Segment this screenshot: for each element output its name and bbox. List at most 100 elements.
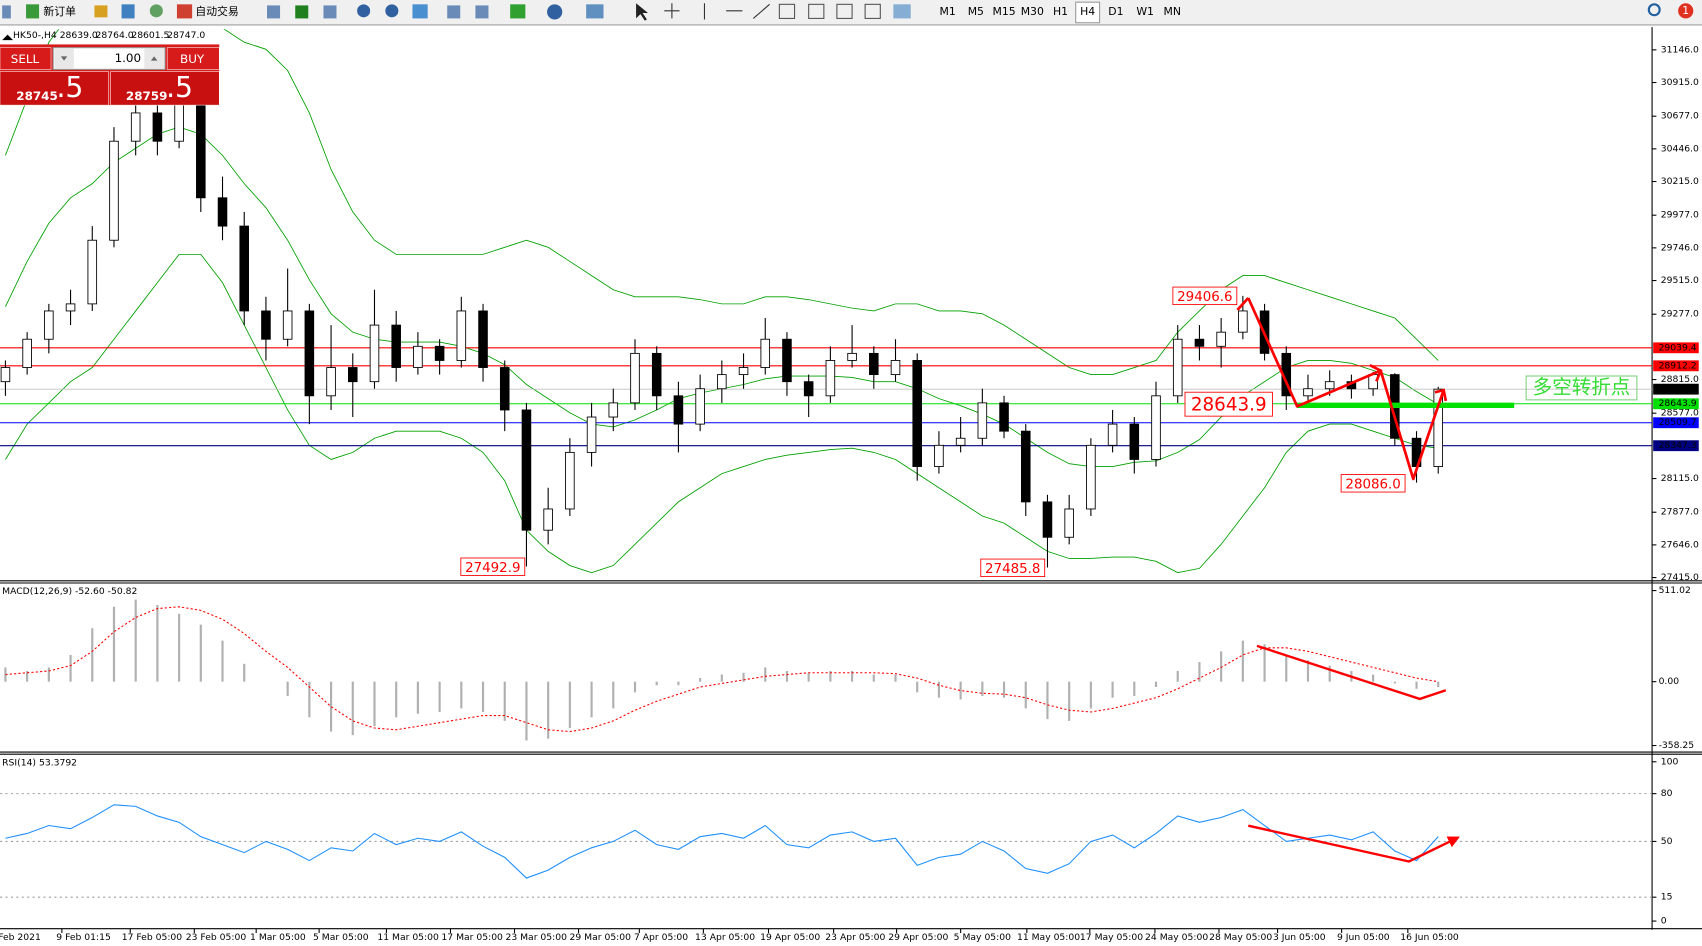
x-tick-label: 11 May 05:00	[1017, 932, 1080, 943]
new-order-button[interactable]: 新订单	[43, 4, 76, 18]
buy-price-box[interactable]	[110, 71, 220, 106]
x-tick-label: 9 Feb 01:15	[56, 932, 111, 943]
sell-price-box[interactable]	[0, 71, 109, 106]
x-tick-label: Feb 2021	[0, 932, 41, 943]
y-tick-label: 28577.0	[1661, 408, 1699, 419]
candle-body	[1194, 338, 1205, 347]
timeframe-button[interactable]: W1	[1136, 5, 1154, 18]
x-tick-label: 5 May 05:00	[954, 932, 1011, 943]
candle-body	[0, 367, 11, 383]
candle-body	[130, 112, 141, 142]
timeframe-button[interactable]: M15	[992, 5, 1015, 18]
candle-body	[1368, 374, 1378, 390]
main-chart	[0, 29, 1653, 574]
candle-body	[413, 345, 423, 368]
icon[interactable]	[94, 5, 108, 18]
collapse-arrow[interactable]	[2, 34, 14, 41]
price-annotation-box	[1172, 286, 1238, 306]
buy-button[interactable]	[166, 47, 220, 70]
sell-button[interactable]	[0, 47, 52, 70]
price-annotation-box	[980, 558, 1046, 578]
notification-badge[interactable]	[1678, 3, 1694, 19]
symbol: HK50-,H4	[13, 30, 57, 41]
candle-body	[239, 225, 250, 312]
candle-body	[499, 367, 510, 411]
price-annotation-box	[1340, 474, 1406, 493]
candle-body	[1172, 338, 1183, 397]
icon[interactable]	[149, 4, 163, 18]
y-tick-label: 29746.0	[1661, 242, 1699, 253]
candle-body	[673, 395, 684, 425]
drawn-annotations	[1236, 297, 1638, 863]
timeframe-button[interactable]: H1	[1053, 5, 1068, 18]
candle-body	[803, 381, 814, 397]
auto-trading-button[interactable]: 自动交易	[195, 4, 238, 18]
toolbar-icons	[2, 3, 1694, 21]
candle-body	[261, 310, 271, 340]
y-tick-label: 27877.0	[1661, 507, 1699, 518]
auto-trading-icon[interactable]	[176, 4, 193, 19]
volume-field[interactable]	[52, 47, 166, 70]
chart-area	[0, 27, 1702, 930]
y-tick-label: 29977.0	[1661, 210, 1699, 221]
y-tick-label: 511.02	[1659, 585, 1691, 596]
candle-body	[782, 338, 792, 383]
x-tick-label: 11 Mar 05:00	[377, 932, 439, 943]
y-tick-label: 28815.0	[1661, 374, 1699, 385]
candle-body	[456, 310, 467, 361]
candle-body	[87, 239, 98, 305]
candle-body	[695, 388, 705, 425]
volume-value: 1.00	[115, 51, 142, 65]
timeframe-button[interactable]: M30	[1021, 5, 1044, 18]
level-label-bg	[1653, 440, 1699, 452]
candle-body	[717, 374, 727, 390]
candle-body	[825, 360, 836, 397]
candle-body	[977, 402, 988, 439]
timeframe-button[interactable]: M1	[939, 5, 955, 18]
x-tick-label: 24 May 05:00	[1145, 932, 1208, 943]
y-tick-label: 29515.0	[1661, 275, 1699, 286]
timeframe-button[interactable]: D1	[1108, 5, 1123, 18]
buy-price-tail: .5	[166, 71, 193, 104]
price-annotation: 29406.6	[1177, 290, 1232, 305]
rsi-line	[5, 804, 1439, 879]
level-label-bg	[1653, 398, 1699, 410]
candle-body	[1020, 430, 1031, 503]
level-label-bg	[1653, 383, 1699, 395]
price-annotation: 28643.9	[1191, 394, 1267, 415]
timeframe-button[interactable]: H4	[1080, 5, 1095, 18]
x-tick-label: 19 Apr 05:00	[760, 932, 820, 943]
x-tick-label: 5 Mar 05:00	[313, 932, 369, 943]
y-tick-label: 100	[1661, 756, 1679, 767]
bollinger-upper	[5, 29, 1439, 376]
candle-body	[1064, 508, 1074, 538]
candle-body	[586, 416, 597, 453]
y-tick-label: 80	[1661, 788, 1673, 799]
candle-body	[847, 352, 857, 361]
y-tick-label: 27646.0	[1661, 539, 1699, 550]
x-tick-label: 16 Jun 05:00	[1400, 932, 1459, 943]
x-tick-label: 7 Apr 05:00	[634, 932, 688, 943]
x-tick-label: 23 Apr 05:00	[825, 932, 885, 943]
candle-body	[869, 352, 879, 376]
candle-body	[651, 352, 662, 397]
icon[interactable]	[121, 4, 135, 19]
timeframe-button[interactable]: M5	[968, 5, 984, 18]
candle-body	[1086, 444, 1096, 510]
x-tick-label: 1 Mar 05:00	[250, 932, 306, 943]
notification-count: 1	[1682, 4, 1689, 17]
axes: 31146.0 30915.0 30677.0 30446.0 30215.0 29977…	[0, 44, 1699, 942]
candle-body	[934, 444, 944, 467]
level-label-bg	[1653, 342, 1699, 354]
candle-body	[912, 360, 922, 467]
candle-body	[1129, 423, 1140, 460]
y-tick-label: 29277.0	[1661, 309, 1699, 320]
x-tick-label: 9 Jun 05:00	[1337, 932, 1390, 943]
timeframe-button[interactable]: MN	[1164, 5, 1181, 18]
sell-price-tail: .5	[56, 71, 83, 104]
x-tick-label: 13 Apr 05:00	[695, 932, 755, 943]
y-tick-label: 0	[1661, 916, 1667, 927]
new-order-icon[interactable]	[26, 4, 40, 19]
candle-body	[152, 112, 163, 142]
